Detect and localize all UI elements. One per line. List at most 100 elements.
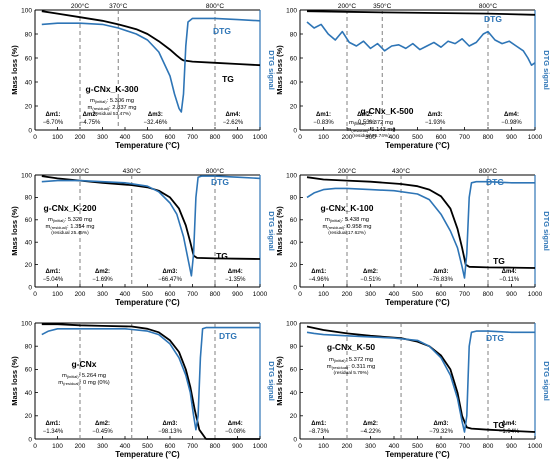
- x-tick-label: 500: [412, 134, 423, 141]
- x-tick-label: 500: [142, 291, 153, 298]
- tg-curve: [306, 325, 536, 433]
- x-tick-label: 600: [436, 291, 447, 298]
- chart-panel: 0 100 200 300 400 500 600 700 800 900 1000 0 20 40 60 8…: [0, 0, 276, 158]
- dtg-curve: [41, 326, 260, 431]
- y-tick-label: 40: [25, 240, 33, 247]
- x-tick-label: 400: [389, 134, 400, 141]
- mass-loss-step-label: Δm2:: [95, 421, 110, 427]
- tg-curve: [41, 10, 261, 67]
- mass-loss-step-label: Δm2:: [83, 112, 98, 118]
- mass-loss-step-value: −4.96%: [309, 277, 330, 283]
- sample-name: g-CNx_K-50: [327, 342, 375, 352]
- mass-initial: m(initial): 5.320 mg: [48, 217, 92, 223]
- tg-series-label: TG: [216, 251, 228, 261]
- dtg-series-label: DTG: [211, 177, 229, 187]
- x-tick-label: 900: [232, 291, 243, 298]
- x-tick-label: 200: [75, 134, 86, 141]
- x-tick-label: 700: [187, 443, 198, 450]
- mass-loss-step-label: Δm1:: [46, 112, 61, 118]
- mass-loss-step-value: −4.75%: [80, 120, 101, 126]
- mass-loss-step-label: Δm1:: [46, 421, 61, 427]
- mass-loss-step-value: −98.13%: [158, 429, 183, 435]
- y-tick-label: 20: [25, 262, 33, 269]
- x-tick-label: 700: [187, 291, 198, 298]
- x-tick-label: 200: [342, 443, 353, 450]
- y-axis-label: Mass loss (%): [275, 206, 284, 256]
- mass-loss-step-label: Δm4:: [226, 112, 241, 118]
- temperature-boundary-label: 800°C: [206, 167, 224, 175]
- x-tick-label: 700: [459, 134, 470, 141]
- x-tick-label: 600: [436, 443, 447, 450]
- y-tick-label: 80: [290, 31, 298, 38]
- chart-svg: 0 100 200 300 400 500 600 700 800 900 1000 0 20 40 60 8…: [275, 2, 550, 150]
- mass-loss-step-value: −0.08%: [225, 429, 246, 435]
- x-axis-label: Temperature (°C): [115, 298, 180, 307]
- x-tick-label: 1000: [528, 134, 543, 141]
- y-axis-label: Mass loss (%): [275, 45, 284, 95]
- x-tick-label: 800: [483, 291, 494, 298]
- x-tick-label: 1000: [253, 291, 268, 298]
- y-tick-label: 60: [290, 367, 298, 374]
- mass-loss-step-value: −1.93%: [425, 120, 446, 126]
- y2-axis-label: DTG signal: [542, 211, 550, 251]
- mass-loss-step-label: Δm3:: [148, 112, 163, 118]
- mass-loss-step-label: Δm2:: [357, 112, 372, 118]
- mass-loss-step-value: −0.51%: [360, 277, 381, 283]
- mass-initial: m(initial): 5.264 mg: [62, 373, 106, 379]
- y-tick-label: 60: [25, 55, 33, 62]
- y-tick-label: 20: [290, 413, 298, 420]
- mass-loss-step-value: −2.62%: [223, 120, 244, 126]
- x-tick-label: 500: [142, 134, 153, 141]
- mass-loss-step-value: −8.73%: [309, 429, 330, 435]
- y-tick-label: 100: [21, 7, 32, 14]
- x-tick-label: 0: [298, 443, 302, 450]
- x-tick-label: 300: [365, 291, 376, 298]
- sample-name: g-CNx_K-300: [86, 84, 139, 94]
- x-tick-label: 900: [506, 443, 517, 450]
- mass-loss-step-label: Δm4:: [228, 269, 243, 275]
- mass-loss-step-label: Δm3:: [163, 421, 178, 427]
- mass-residual: m(residual): 5.143 mg: [347, 127, 396, 133]
- tg-curve: [41, 323, 260, 440]
- temperature-boundary-label: 200°C: [338, 167, 356, 175]
- x-tick-label: 600: [165, 443, 176, 450]
- mass-loss-step-value: −0.98%: [501, 120, 522, 126]
- chart-svg: 0 100 200 300 400 500 600 700 800 900 1000 0 20 40 60 8…: [10, 167, 276, 307]
- chart-panel: 0 100 200 300 400 500 600 700 800 900 1000 0 20 40 60 8…: [275, 0, 550, 158]
- chart-svg: 0 100 200 300 400 500 600 700 800 900 1000 0 20 40 60 8…: [275, 320, 550, 459]
- y-tick-label: 60: [290, 217, 298, 224]
- mass-initial: m(initial): 5.372 mg: [349, 120, 393, 126]
- y2-axis-label: DTG signal: [542, 361, 550, 401]
- chart-panel: 0 100 200 300 400 500 600 700 800 900 1000 0 20 40 60 8…: [0, 314, 276, 469]
- mass-loss-step-label: Δm2:: [95, 269, 110, 275]
- mass-loss-step-value: −0.11%: [499, 277, 520, 283]
- x-tick-label: 400: [389, 443, 400, 450]
- y-tick-label: 20: [25, 103, 33, 110]
- y-tick-label: 100: [21, 320, 32, 327]
- y2-axis-label: DTG signal: [267, 211, 276, 251]
- x-tick-label: 100: [318, 443, 329, 450]
- mass-loss-step-label: Δm3:: [163, 269, 178, 275]
- x-tick-label: 800: [483, 443, 494, 450]
- tg-curve: [306, 10, 536, 16]
- residual-note: (residual 25.45%): [51, 230, 89, 236]
- x-tick-label: 600: [436, 134, 447, 141]
- x-tick-label: 500: [412, 443, 423, 450]
- x-tick-label: 300: [97, 291, 108, 298]
- chart-panel: 0 100 200 300 400 500 600 700 800 900 1000 0 20 40 60 8…: [275, 314, 550, 469]
- dtg-curve: [306, 21, 536, 66]
- temperature-boundary-label: 200°C: [338, 2, 356, 10]
- dtg-series-label: DTG: [486, 177, 504, 187]
- temperature-boundary-label: 370°C: [109, 2, 127, 10]
- residual-note: (residual 5.79%): [334, 370, 369, 376]
- tg-series-label: TG: [493, 256, 505, 266]
- x-tick-label: 300: [365, 443, 376, 450]
- mass-residual: m(residual): 0.958 mg: [323, 224, 372, 230]
- x-tick-label: 600: [165, 134, 176, 141]
- chart-panel: 0 100 200 300 400 500 600 700 800 900 1000 0 20 40 60 8…: [275, 158, 550, 314]
- x-tick-label: 500: [142, 443, 153, 450]
- y-tick-label: 80: [290, 344, 298, 351]
- dtg-series-label: DTG: [219, 331, 237, 341]
- mass-loss-step-label: Δm4:: [228, 421, 243, 427]
- y-tick-label: 20: [290, 262, 298, 269]
